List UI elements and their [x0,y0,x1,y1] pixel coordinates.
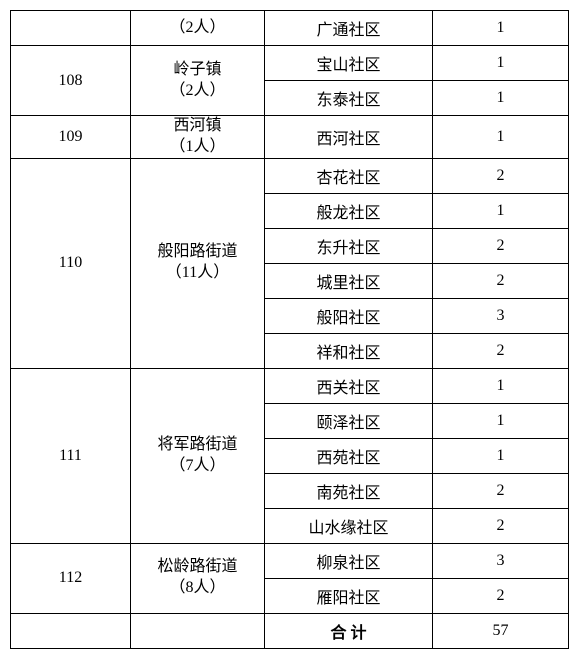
table-row: 112松龄路街道（8人）柳泉社区3 [11,543,569,578]
row-number-cell: 112 [11,543,131,613]
district-label: 岭子镇（2人） [131,60,264,102]
row-number-cell: 108 [11,46,131,116]
community-cell: 颐泽社区 [265,403,433,438]
allocation-table: （2人）广通社区1108岭子镇（2人）宝山社区1东泰社区1109西河镇（1人）西… [10,10,569,649]
community-cell: 东升社区 [265,228,433,263]
table-row: 108岭子镇（2人）宝山社区1 [11,46,569,81]
community-cell: 西河社区 [265,116,433,159]
district-cell: 将军路街道（7人） [131,368,265,543]
district-cell: 岭子镇（2人） [131,46,265,116]
community-cell: 广通社区 [265,11,433,46]
total-value-cell: 57 [433,613,569,648]
count-cell: 2 [433,508,569,543]
count-cell: 1 [433,116,569,159]
community-cell: 般龙社区 [265,193,433,228]
table-row: （2人）广通社区1 [11,11,569,46]
community-cell: 西关社区 [265,368,433,403]
district-cell: 西河镇（1人） [131,116,265,159]
row-number-cell: 110 [11,158,131,368]
total-empty-2 [131,613,265,648]
total-empty-1 [11,613,131,648]
community-cell: 雁阳社区 [265,578,433,613]
community-cell: 般阳社区 [265,298,433,333]
count-cell: 1 [433,438,569,473]
community-cell: 山水缘社区 [265,508,433,543]
district-label: 将军路街道（7人） [131,435,264,477]
table-row: 111将军路街道（7人）西关社区1 [11,368,569,403]
community-cell: 城里社区 [265,263,433,298]
table-row: 110般阳路街道（11人）杏花社区2 [11,158,569,193]
count-cell: 3 [433,298,569,333]
district-label: 西河镇（1人） [131,116,264,158]
count-cell: 1 [433,368,569,403]
district-label: 松龄路街道（8人） [131,557,264,599]
count-cell: 1 [433,11,569,46]
district-label: 般阳路街道（11人） [131,242,264,284]
count-cell: 1 [433,193,569,228]
count-cell: 2 [433,333,569,368]
count-cell: 1 [433,81,569,116]
table-row: 109西河镇（1人）西河社区1 [11,116,569,159]
count-cell: 2 [433,473,569,508]
row-number-cell: 111 [11,368,131,543]
community-cell: 柳泉社区 [265,543,433,578]
total-row: 合 计57 [11,613,569,648]
count-cell: 1 [433,46,569,81]
total-label-cell: 合 计 [265,613,433,648]
community-cell: 南苑社区 [265,473,433,508]
district-label: （2人） [131,18,264,39]
count-cell: 1 [433,403,569,438]
row-number-cell [11,11,131,46]
district-cell: 松龄路街道（8人） [131,543,265,613]
community-cell: 杏花社区 [265,158,433,193]
count-cell: 2 [433,228,569,263]
community-cell: 宝山社区 [265,46,433,81]
count-cell: 3 [433,543,569,578]
count-cell: 2 [433,578,569,613]
community-cell: 祥和社区 [265,333,433,368]
community-cell: 西苑社区 [265,438,433,473]
count-cell: 2 [433,263,569,298]
community-cell: 东泰社区 [265,81,433,116]
district-cell: 般阳路街道（11人） [131,158,265,368]
count-cell: 2 [433,158,569,193]
row-number-cell: 109 [11,116,131,159]
district-cell: （2人） [131,11,265,46]
